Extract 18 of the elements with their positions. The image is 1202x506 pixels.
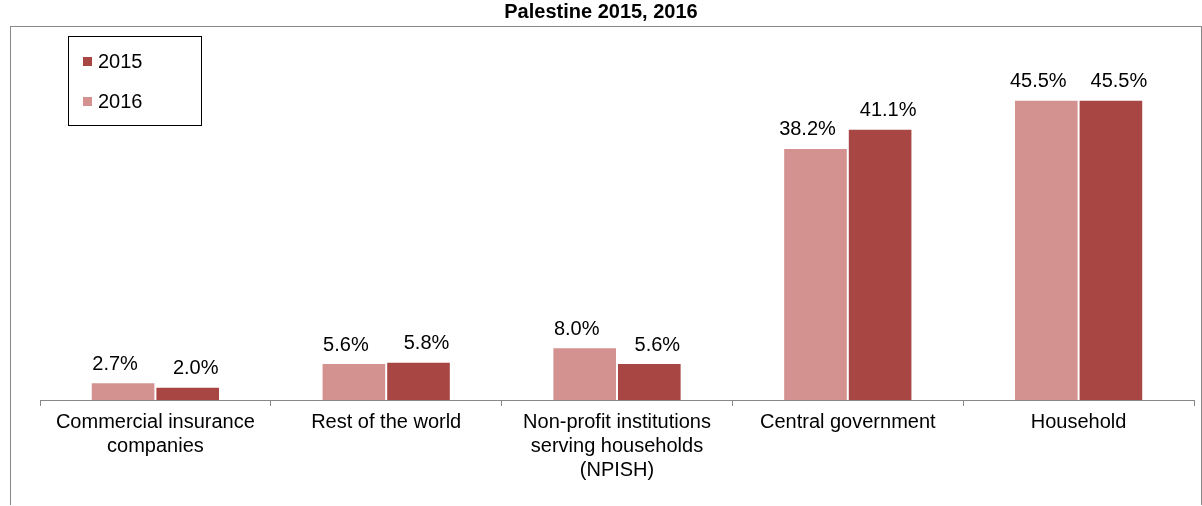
data-label: 45.5% xyxy=(1009,69,1067,92)
chart-title: Palestine 2015, 2016 xyxy=(503,0,699,23)
x-tick-label: Non-profit institutions serving households (NPISH) xyxy=(523,409,711,480)
data-label: 2.0% xyxy=(172,356,219,379)
x-tick-label: Central government xyxy=(759,409,937,432)
data-label: 5.8% xyxy=(403,331,450,354)
data-label: 5.6% xyxy=(323,332,369,355)
data-label: 45.5% xyxy=(1090,69,1148,92)
legend-label: 2016 xyxy=(98,89,143,113)
x-tick-label: Rest of the world xyxy=(311,409,462,432)
data-label: 41.1% xyxy=(859,98,917,121)
data-label: 38.2% xyxy=(779,117,837,140)
data-label: 2.7% xyxy=(92,351,139,374)
x-tick-label: Household xyxy=(1030,409,1127,432)
data-label: 5.6% xyxy=(634,332,681,355)
data-label: 8.0% xyxy=(553,316,600,339)
legend-label: 2015 xyxy=(98,49,143,73)
x-tick-label: Commercial insurance companies xyxy=(55,409,255,456)
